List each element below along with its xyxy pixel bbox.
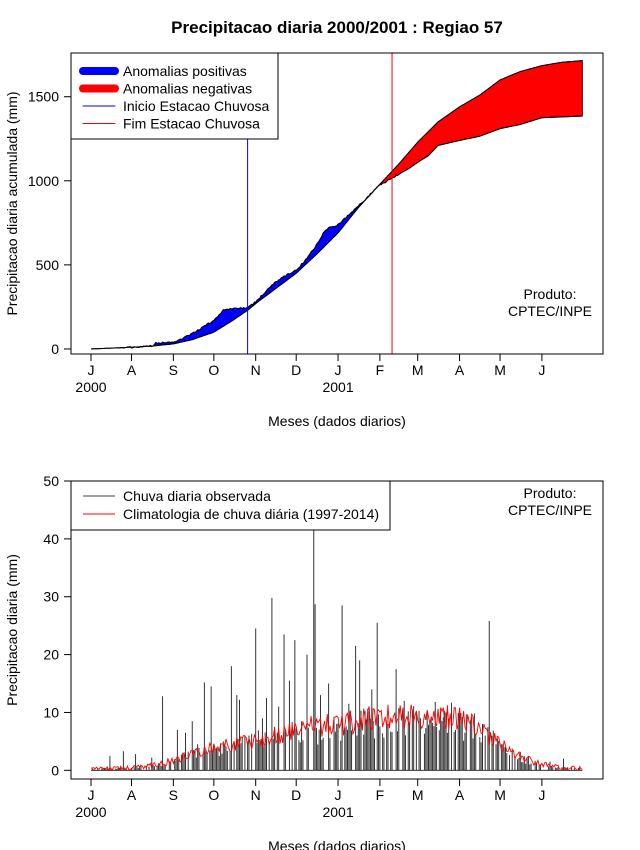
y-tick-label: 1500 bbox=[28, 89, 59, 105]
legend: Anomalias positivas Anomalias negativasIn… bbox=[70, 52, 279, 140]
x-axis-label: Meses (dados diarios) bbox=[268, 838, 406, 850]
x-tick-label: J bbox=[335, 362, 342, 378]
plot-frame bbox=[70, 52, 604, 355]
x-tick-label: S bbox=[169, 787, 178, 803]
climatology-accumulated-line bbox=[90, 60, 583, 350]
y-tick-label: 40 bbox=[43, 531, 59, 547]
product-label: Produto: bbox=[524, 286, 577, 302]
x-tick-label: J bbox=[538, 787, 545, 803]
y-tick-label: 50 bbox=[43, 473, 59, 489]
y-tick-label: 500 bbox=[36, 257, 60, 273]
x-tick-label: A bbox=[127, 787, 137, 803]
x-tick-label: A bbox=[127, 362, 137, 378]
x-tick-label: M bbox=[494, 362, 506, 378]
x-tick-label: A bbox=[455, 362, 465, 378]
x-tick-label: S bbox=[169, 362, 178, 378]
year-label: 2001 bbox=[322, 379, 353, 395]
x-tick-label: D bbox=[291, 787, 301, 803]
x-tick-label: N bbox=[251, 362, 261, 378]
product-label: Produto: bbox=[524, 485, 577, 501]
x-tick-label: M bbox=[412, 787, 424, 803]
x-axis-label: Meses (dados diarios) bbox=[268, 413, 406, 429]
y-axis-label: Precipitacao diaria (mm) bbox=[4, 554, 20, 706]
legend-label: Inicio Estacao Chuvosa bbox=[123, 98, 270, 114]
x-tick-label: D bbox=[291, 362, 301, 378]
legend: Chuva diaria observada Climatologia de ch… bbox=[70, 480, 391, 531]
x-tick-label: O bbox=[208, 787, 219, 803]
y-tick-label: 20 bbox=[43, 647, 59, 663]
product-source: CPTEC/INPE bbox=[508, 502, 592, 518]
y-tick-label: 10 bbox=[43, 704, 59, 720]
x-tick-label: F bbox=[376, 362, 385, 378]
legend-label: Climatologia de chuva diária (1997-2014) bbox=[123, 506, 379, 522]
product-source: CPTEC/INPE bbox=[508, 303, 592, 319]
observed-daily-bars bbox=[91, 530, 581, 771]
x-tick-label: O bbox=[208, 362, 219, 378]
y-tick-label: 30 bbox=[43, 589, 59, 605]
year-label: 2000 bbox=[75, 804, 106, 820]
negative-anomaly-area bbox=[379, 60, 583, 186]
legend-box bbox=[70, 480, 391, 531]
x-tick-label: J bbox=[538, 362, 545, 378]
x-tick-label: J bbox=[88, 362, 95, 378]
legend-label: Fim Estacao Chuvosa bbox=[123, 116, 260, 132]
y-tick-label: 0 bbox=[51, 341, 59, 357]
legend-label: Chuva diaria observada bbox=[123, 488, 271, 504]
x-tick-label: M bbox=[494, 787, 506, 803]
x-tick-label: M bbox=[412, 362, 424, 378]
year-label: 2000 bbox=[75, 379, 106, 395]
x-tick-label: A bbox=[455, 787, 465, 803]
x-tick-label: J bbox=[335, 787, 342, 803]
x-tick-label: F bbox=[376, 787, 385, 803]
chart-title: Precipitacao diaria 2000/2001 : Regiao 5… bbox=[171, 18, 503, 37]
x-tick-label: J bbox=[88, 787, 95, 803]
y-tick-label: 1000 bbox=[28, 173, 59, 189]
observed-accumulated-line bbox=[90, 115, 583, 350]
year-label: 2001 bbox=[322, 804, 353, 820]
legend-label: Anomalias positivas bbox=[123, 63, 247, 79]
legend-label: Anomalias negativas bbox=[123, 81, 252, 97]
climatology-daily-line bbox=[90, 704, 583, 772]
x-tick-label: N bbox=[251, 787, 261, 803]
y-tick-label: 0 bbox=[51, 762, 59, 778]
positive-anomaly-area bbox=[131, 183, 381, 349]
y-axis-label: Precipitacao diaria acumulada (mm) bbox=[4, 91, 20, 315]
